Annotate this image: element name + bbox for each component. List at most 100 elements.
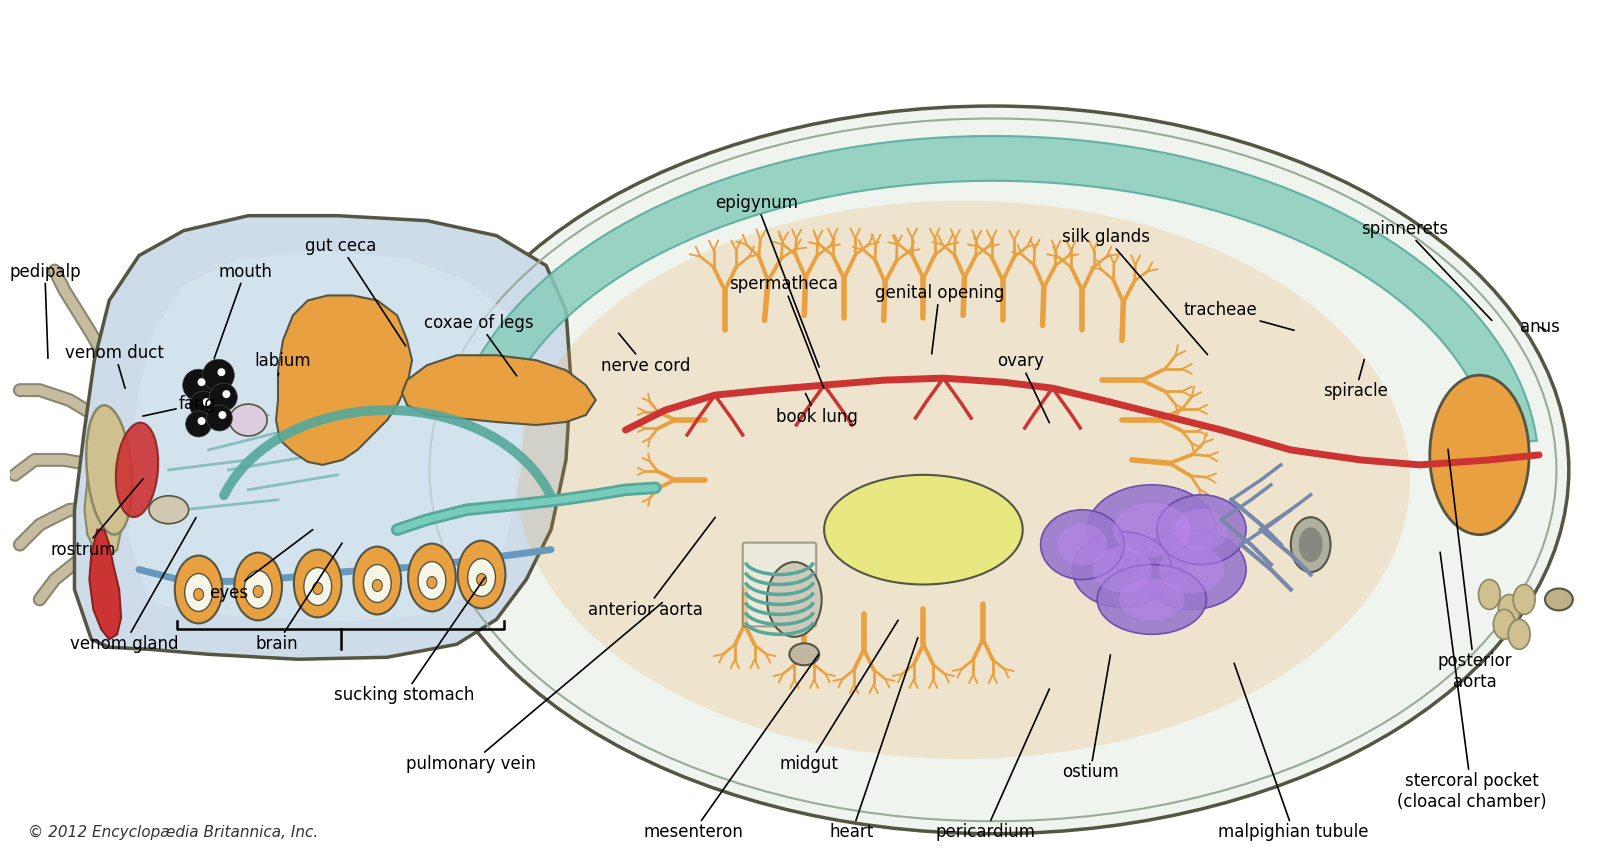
Text: silk glands: silk glands (1062, 228, 1208, 355)
Ellipse shape (1157, 495, 1246, 564)
Text: heart: heart (830, 637, 918, 841)
Text: midgut: midgut (779, 620, 898, 773)
Ellipse shape (1299, 527, 1323, 562)
Ellipse shape (1098, 564, 1206, 634)
Ellipse shape (1088, 484, 1216, 575)
Ellipse shape (354, 546, 402, 614)
Text: book lung: book lung (776, 393, 858, 426)
Ellipse shape (149, 496, 189, 524)
Text: venom gland: venom gland (70, 517, 197, 653)
Circle shape (203, 359, 234, 391)
Ellipse shape (229, 404, 267, 436)
Text: brain: brain (256, 543, 342, 653)
Text: coxae of legs: coxae of legs (424, 314, 533, 376)
Text: pulmonary vein: pulmonary vein (406, 602, 662, 773)
Text: pericardium: pericardium (936, 689, 1050, 841)
Polygon shape (130, 251, 526, 621)
Text: ostium: ostium (1062, 655, 1118, 782)
Ellipse shape (184, 574, 213, 612)
Ellipse shape (1072, 532, 1171, 607)
Circle shape (182, 369, 214, 401)
Ellipse shape (1040, 509, 1123, 580)
Ellipse shape (1058, 524, 1107, 565)
Ellipse shape (174, 556, 222, 624)
Text: labium: labium (254, 352, 312, 375)
Ellipse shape (1514, 584, 1534, 614)
Text: spermatheca: spermatheca (730, 276, 838, 388)
Polygon shape (90, 530, 122, 639)
Text: nerve cord: nerve cord (600, 333, 690, 375)
Text: ovary: ovary (997, 352, 1050, 423)
Text: stercoral pocket
(cloacal chamber): stercoral pocket (cloacal chamber) (1397, 552, 1546, 811)
Text: fang: fang (142, 395, 216, 416)
Circle shape (186, 411, 211, 437)
Ellipse shape (477, 574, 486, 586)
Circle shape (206, 405, 232, 431)
Circle shape (222, 390, 230, 398)
Ellipse shape (427, 576, 437, 588)
Ellipse shape (115, 423, 158, 517)
Ellipse shape (373, 580, 382, 592)
Polygon shape (75, 216, 571, 659)
Ellipse shape (304, 568, 331, 606)
Ellipse shape (253, 586, 262, 598)
Text: sucking stomach: sucking stomach (334, 577, 485, 704)
Ellipse shape (1430, 375, 1530, 534)
Ellipse shape (234, 552, 282, 620)
Polygon shape (277, 295, 413, 465)
Text: spiracle: spiracle (1323, 359, 1387, 400)
Ellipse shape (766, 562, 822, 637)
Text: © 2012 Encyclopædia Britannica, Inc.: © 2012 Encyclopædia Britannica, Inc. (27, 825, 318, 839)
Text: genital opening: genital opening (875, 284, 1003, 354)
Ellipse shape (1118, 578, 1184, 620)
Polygon shape (85, 455, 122, 557)
Circle shape (190, 391, 218, 419)
Ellipse shape (1174, 509, 1229, 551)
Text: eyes: eyes (210, 530, 312, 601)
Ellipse shape (418, 106, 1570, 834)
Text: malpighian tubule: malpighian tubule (1218, 663, 1370, 841)
Text: mouth: mouth (214, 263, 272, 358)
Circle shape (197, 378, 205, 387)
Text: pedipalp: pedipalp (10, 263, 80, 358)
Text: posterior
aorta: posterior aorta (1437, 449, 1512, 691)
Circle shape (203, 398, 211, 406)
Circle shape (197, 417, 205, 425)
Ellipse shape (1498, 594, 1520, 624)
Ellipse shape (1093, 547, 1152, 592)
FancyBboxPatch shape (742, 543, 816, 626)
Text: anus: anus (1520, 318, 1560, 336)
Ellipse shape (1546, 588, 1573, 611)
Ellipse shape (294, 550, 341, 618)
Circle shape (218, 369, 226, 376)
Ellipse shape (458, 540, 506, 608)
Circle shape (210, 383, 237, 411)
Polygon shape (402, 356, 595, 425)
Ellipse shape (1478, 580, 1501, 609)
Ellipse shape (245, 570, 272, 608)
Ellipse shape (408, 544, 456, 612)
Text: tracheae: tracheae (1184, 301, 1294, 331)
Text: rostrum: rostrum (50, 478, 142, 559)
Ellipse shape (312, 582, 323, 594)
Ellipse shape (824, 475, 1022, 584)
Ellipse shape (789, 643, 819, 665)
Ellipse shape (1291, 517, 1331, 572)
Text: spinnerets: spinnerets (1362, 220, 1491, 320)
Ellipse shape (363, 564, 392, 602)
Ellipse shape (194, 588, 203, 600)
Ellipse shape (517, 201, 1410, 759)
Ellipse shape (1493, 609, 1515, 639)
Text: mesenteron: mesenteron (643, 655, 819, 841)
Ellipse shape (86, 405, 133, 534)
Circle shape (219, 411, 226, 419)
Ellipse shape (1138, 530, 1246, 609)
Ellipse shape (1158, 545, 1224, 594)
Text: venom duct: venom duct (66, 344, 165, 388)
Ellipse shape (1114, 503, 1190, 557)
Ellipse shape (418, 562, 446, 600)
Text: anterior aorta: anterior aorta (587, 517, 715, 618)
Polygon shape (466, 136, 1538, 445)
Ellipse shape (467, 558, 496, 596)
Text: epigynum: epigynum (715, 194, 819, 367)
